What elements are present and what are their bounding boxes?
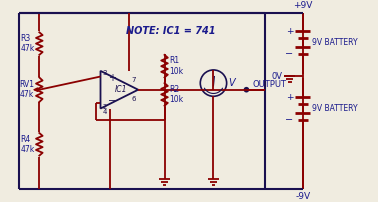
Text: R2
10k: R2 10k: [169, 85, 183, 104]
Text: 4: 4: [102, 109, 107, 116]
Text: −: −: [285, 49, 293, 59]
Text: V: V: [229, 78, 235, 88]
Text: 2: 2: [102, 104, 107, 110]
Circle shape: [243, 87, 249, 93]
Text: 0V: 0V: [271, 72, 282, 81]
Text: IC1: IC1: [115, 85, 127, 94]
Text: 9V BATTERY: 9V BATTERY: [312, 38, 358, 47]
Text: +: +: [108, 73, 116, 83]
Text: −: −: [285, 115, 293, 125]
Text: OUTPUT: OUTPUT: [252, 80, 286, 89]
Text: R4
47k: R4 47k: [20, 135, 35, 154]
Text: +: +: [286, 27, 293, 36]
Text: R3
47k: R3 47k: [20, 34, 35, 53]
Text: RV1
47k: RV1 47k: [20, 80, 35, 99]
Text: R1
10k: R1 10k: [169, 57, 183, 76]
Text: +: +: [286, 93, 293, 102]
Text: +9V: +9V: [293, 1, 313, 10]
Text: 9V BATTERY: 9V BATTERY: [312, 104, 358, 113]
Text: −: −: [108, 96, 116, 106]
Text: NOTE: IC1 = 741: NOTE: IC1 = 741: [126, 26, 216, 36]
Text: 7: 7: [132, 77, 136, 83]
Text: -9V: -9V: [295, 192, 310, 201]
Text: 3: 3: [102, 69, 107, 76]
Text: 6: 6: [132, 96, 136, 102]
